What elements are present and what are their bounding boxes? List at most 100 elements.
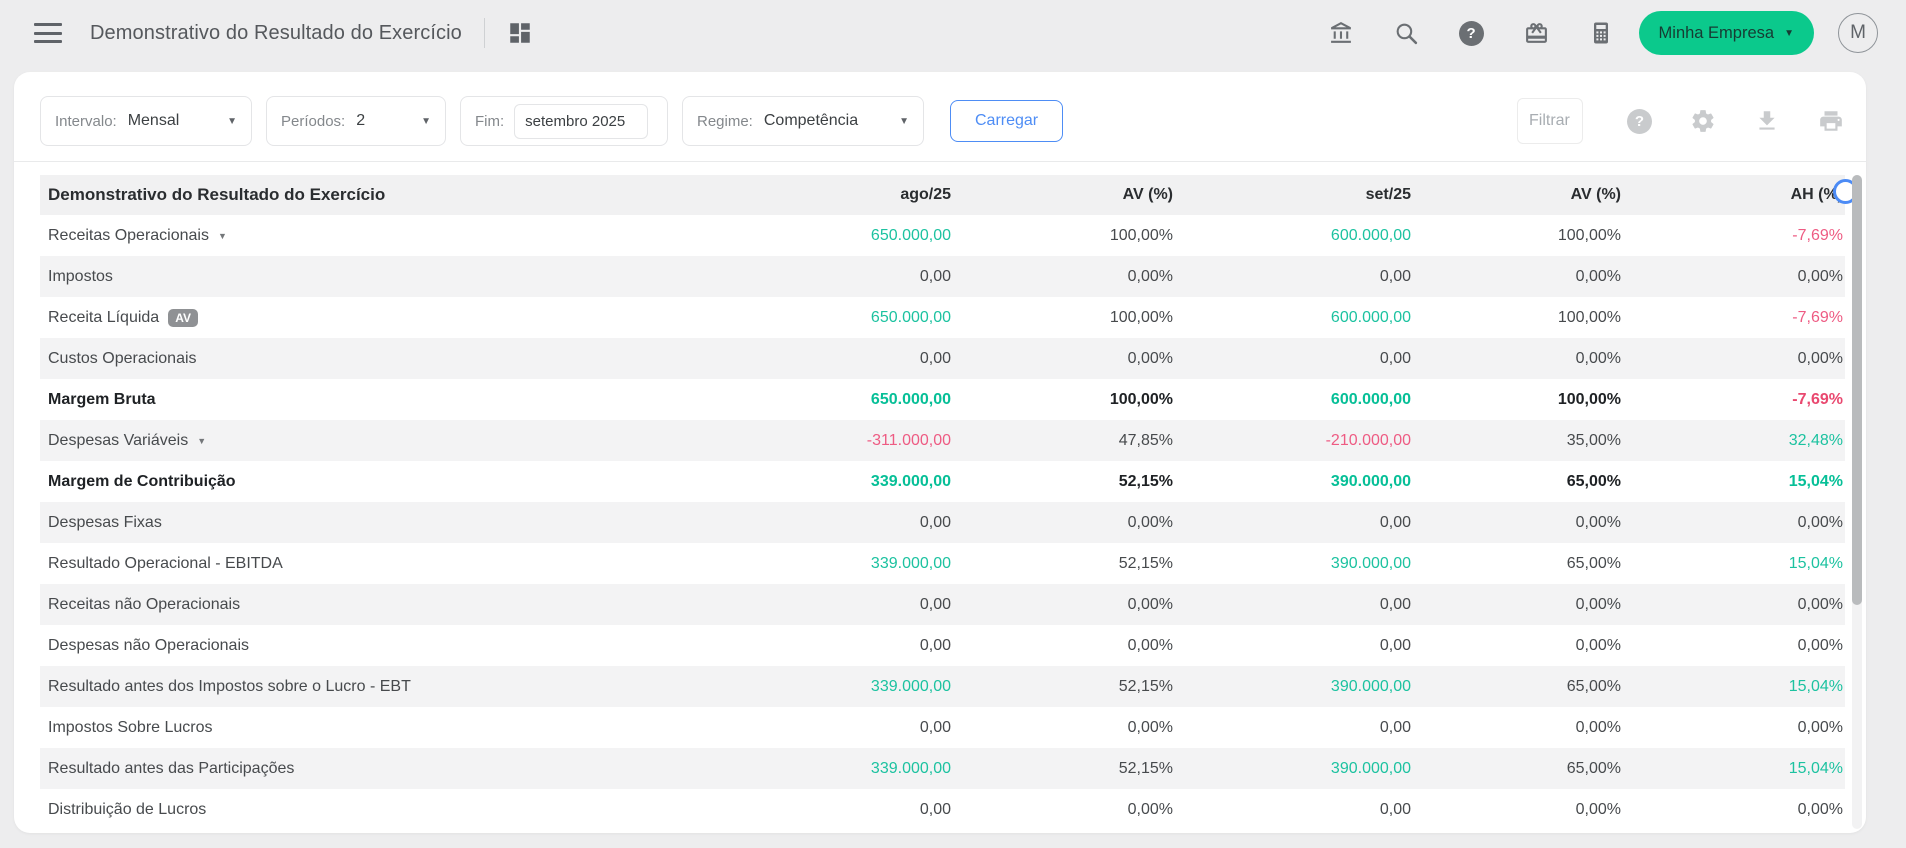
title-divider: [483, 18, 485, 48]
value-cell: 339.000,00: [870, 554, 951, 572]
value-cell: 0,00%: [1797, 595, 1843, 613]
value-cell: 100,00%: [1557, 226, 1621, 244]
interval-select[interactable]: Intervalo: Mensal ▼: [40, 96, 252, 146]
top-bar: Demonstrativo do Resultado do Exercício …: [0, 0, 1906, 66]
value-cell: 0,00%: [1575, 636, 1621, 654]
company-selector-button[interactable]: Minha Empresa ▼: [1638, 11, 1814, 55]
print-icon[interactable]: [1818, 108, 1844, 134]
gift-icon[interactable]: [1524, 21, 1549, 46]
value-cell: 0,00%: [1797, 513, 1843, 531]
dashboard-icon[interactable]: [507, 20, 533, 46]
value-cell: 32,48%: [1788, 431, 1843, 449]
scrollbar-thumb[interactable]: [1852, 175, 1862, 605]
value-cell: 650.000,00: [870, 308, 951, 326]
table-row: Resultado antes dos Impostos sobre o Luc…: [40, 666, 1845, 707]
value-cell: 52,15%: [1118, 759, 1173, 777]
value-cell: 0,00%: [1127, 267, 1173, 285]
row-label: Resultado antes das Participações: [48, 759, 295, 777]
chevron-down-icon: ▼: [421, 115, 431, 127]
company-name: Minha Empresa: [1658, 23, 1775, 42]
value-cell: 0,00: [919, 513, 951, 531]
user-avatar[interactable]: M: [1838, 13, 1878, 53]
row-label: Receita Líquida: [48, 308, 160, 326]
value-cell: 0,00%: [1127, 349, 1173, 367]
calculator-icon[interactable]: [1589, 21, 1613, 45]
value-cell: 0,00: [1379, 800, 1411, 818]
value-cell: 390.000,00: [1330, 677, 1411, 695]
value-cell: 0,00: [919, 800, 951, 818]
filter-bar: Intervalo: Mensal ▼ Períodos: 2 ▼ Fim: R…: [14, 72, 1866, 162]
value-cell: 0,00: [919, 595, 951, 613]
periods-value: 2: [356, 112, 366, 129]
value-cell: 0,00: [1379, 349, 1411, 367]
value-cell: 100,00%: [1109, 226, 1173, 244]
value-cell: 52,15%: [1118, 472, 1173, 490]
value-cell: 47,85%: [1118, 431, 1173, 449]
value-cell: 600.000,00: [1330, 390, 1411, 408]
value-cell: 0,00: [1379, 718, 1411, 736]
chevron-down-icon: ▼: [899, 115, 909, 127]
value-cell: 0,00%: [1127, 513, 1173, 531]
column-header-set25: set/25: [1365, 186, 1411, 203]
chevron-down-icon: ▼: [1784, 27, 1794, 39]
value-cell: 339.000,00: [870, 759, 951, 777]
top-icons: ?: [1329, 20, 1613, 46]
row-label: Despesas não Operacionais: [48, 636, 250, 654]
end-date-input[interactable]: [514, 103, 649, 139]
end-date-field: Fim:: [460, 96, 668, 146]
value-cell: 339.000,00: [870, 677, 951, 695]
expand-caret-icon[interactable]: ▼: [197, 435, 207, 446]
value-cell: 0,00: [919, 349, 951, 367]
row-label: Margem Bruta: [48, 390, 156, 408]
table-row: Distribuição de Lucros ▼ 0,00 0,00% 0,00…: [40, 789, 1845, 830]
row-label: Receitas não Operacionais: [48, 595, 241, 613]
table-row: Margem de Contribuição ▼ 339.000,00 52,1…: [40, 461, 1845, 502]
value-cell: 390.000,00: [1330, 472, 1411, 490]
value-cell: 0,00%: [1575, 595, 1621, 613]
value-cell: -7,69%: [1792, 308, 1843, 326]
value-cell: 0,00: [1379, 595, 1411, 613]
column-header-av2: AV (%): [1570, 186, 1621, 203]
page-title: Demonstrativo do Resultado do Exercício: [90, 21, 462, 44]
value-cell: 390.000,00: [1330, 759, 1411, 777]
value-cell: 0,00%: [1127, 718, 1173, 736]
table-row: Resultado antes das Participações ▼ 339.…: [40, 748, 1845, 789]
report-card: Intervalo: Mensal ▼ Períodos: 2 ▼ Fim: R…: [14, 72, 1866, 833]
expand-caret-icon[interactable]: ▼: [217, 230, 227, 241]
value-cell: 0,00: [919, 267, 951, 285]
interval-value: Mensal: [127, 112, 180, 129]
help-icon[interactable]: ?: [1458, 20, 1484, 46]
value-cell: 0,00: [919, 718, 951, 736]
bank-icon[interactable]: [1329, 21, 1354, 46]
row-label: Despesas Variáveis: [48, 431, 189, 449]
download-icon[interactable]: [1754, 108, 1780, 134]
filter-input[interactable]: [1517, 98, 1583, 144]
value-cell: -7,69%: [1792, 390, 1843, 408]
value-cell: 0,00%: [1575, 349, 1621, 367]
row-label: Despesas Fixas: [48, 513, 162, 531]
value-cell: 0,00%: [1127, 595, 1173, 613]
periods-select[interactable]: Períodos: 2 ▼: [266, 96, 446, 146]
value-cell: 0,00%: [1127, 636, 1173, 654]
value-cell: 65,00%: [1566, 554, 1621, 572]
value-cell: 0,00%: [1797, 636, 1843, 654]
value-cell: 15,04%: [1788, 472, 1843, 490]
value-cell: 390.000,00: [1330, 554, 1411, 572]
load-button[interactable]: Carregar: [950, 100, 1064, 142]
menu-icon[interactable]: [34, 23, 62, 43]
regime-select[interactable]: Regime: Competência ▼: [682, 96, 924, 146]
row-label: Resultado antes dos Impostos sobre o Luc…: [48, 677, 411, 695]
settings-gear-icon[interactable]: [1690, 108, 1716, 134]
interval-label: Intervalo:: [55, 112, 117, 130]
regime-label: Regime:: [697, 112, 753, 130]
table-help-icon[interactable]: ?: [1627, 108, 1652, 134]
column-header-ago25: ago/25: [900, 186, 951, 203]
table-scrollbar[interactable]: [1852, 175, 1862, 829]
end-date-label: Fim:: [475, 112, 505, 130]
av-badge: AV: [168, 308, 198, 327]
value-cell: 0,00%: [1575, 718, 1621, 736]
table-row: Despesas Fixas ▼ 0,00 0,00% 0,00 0,00% 0…: [40, 502, 1845, 543]
table-row: Despesas Variáveis ▼ -311.000,00 47,85% …: [40, 420, 1845, 461]
value-cell: 0,00%: [1797, 349, 1843, 367]
search-icon[interactable]: [1394, 21, 1419, 46]
